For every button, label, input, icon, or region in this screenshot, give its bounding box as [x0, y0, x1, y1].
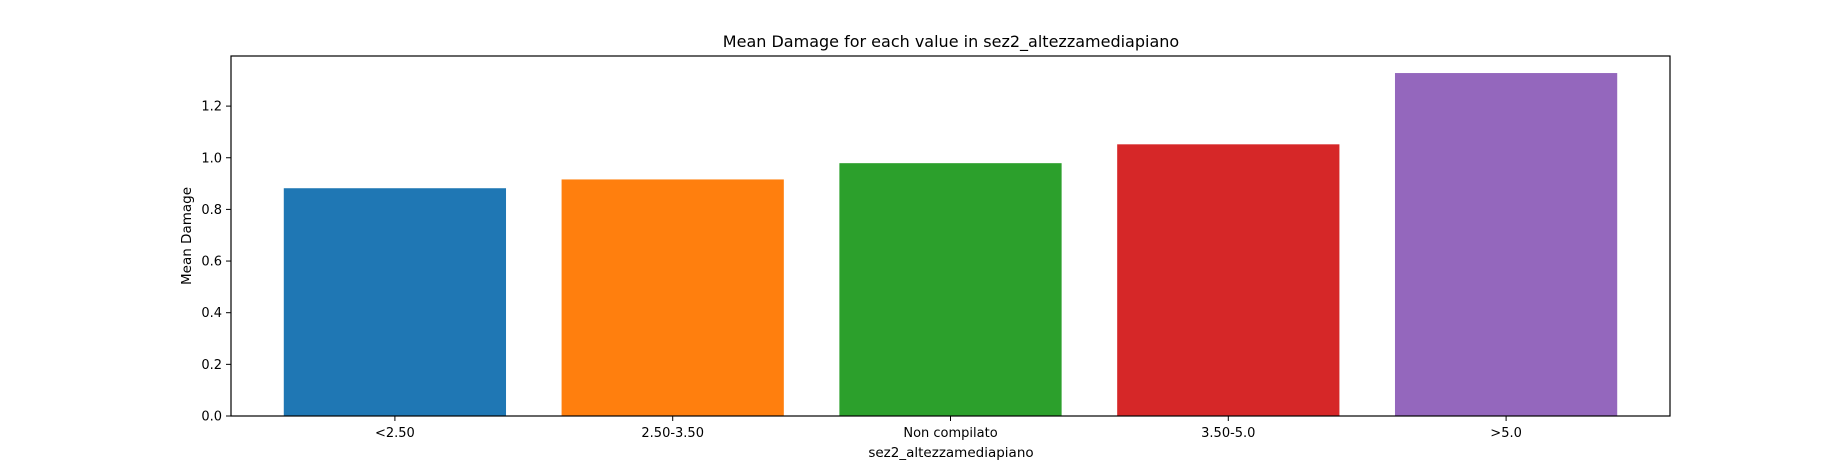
x-tick-label: 3.50-5.0 — [1201, 426, 1255, 441]
y-tick-label: 1.0 — [201, 151, 222, 166]
bar — [561, 179, 784, 416]
y-tick-label: 0.8 — [201, 203, 222, 218]
x-tick-label: Non compilato — [903, 426, 997, 441]
x-axis: <2.50 2.50-3.50 Non compilato 3.50-5.0 >5.0 — [375, 416, 1522, 441]
chart-title: Mean Damage for each value in sez2_altez… — [723, 32, 1179, 52]
y-tick-label: 1.2 — [201, 100, 222, 115]
bar — [1117, 144, 1340, 416]
y-axis-label: Mean Damage — [179, 187, 195, 285]
y-tick-label: 0.0 — [201, 410, 222, 425]
bar — [839, 163, 1062, 416]
y-tick-label: 0.2 — [201, 358, 222, 373]
bar — [1394, 73, 1618, 416]
y-tick-label: 0.4 — [201, 306, 222, 321]
x-tick-label: <2.50 — [375, 426, 415, 441]
y-tick-label: 0.6 — [201, 255, 222, 270]
bars-group — [283, 73, 1618, 416]
bar — [283, 188, 507, 416]
x-axis-label: sez2_altezzamediapiano — [868, 445, 1033, 461]
x-tick-label: 2.50-3.50 — [641, 426, 704, 441]
x-tick-label: >5.0 — [1490, 426, 1522, 441]
y-axis: 0.0 0.2 0.4 0.6 0.8 1.0 1.2 — [201, 100, 231, 425]
